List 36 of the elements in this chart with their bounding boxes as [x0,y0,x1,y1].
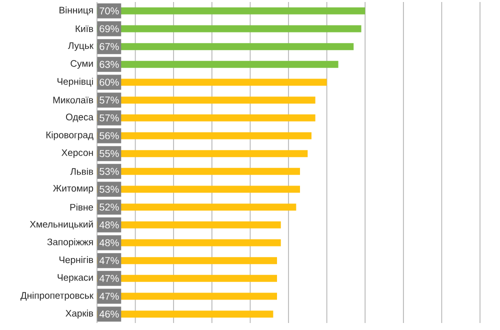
data-label: 47% [99,274,119,282]
y-tick-label: Рівне [70,204,94,211]
y-tick-label: Запоріжжя [47,238,93,248]
y-tick-label: Вінниця [60,6,93,16]
data-label: 70% [100,7,119,14]
y-tick-label: Дніпропетровськ [20,292,94,301]
y-tick-label: Львів [70,168,94,175]
data-label: 57% [100,114,119,122]
y-tick-label: Одеса [66,114,94,122]
y-tick-label: Хмельницький [30,220,93,230]
data-label: 56% [100,132,119,140]
y-tick-label: Суми [70,60,93,69]
data-label: 46% [99,310,119,318]
data-label: 47% [99,292,119,300]
data-label: 52% [100,204,119,211]
y-tick-label: Харків [66,310,94,319]
data-label: 63% [100,60,119,68]
data-label: 53% [100,168,119,175]
y-tick-label: Миколаїв [53,96,94,104]
y-tick-label: Луцьк [68,42,94,51]
data-label: 48% [99,239,119,246]
data-label: 69% [100,25,119,32]
data-label: 67% [100,43,119,50]
y-tick-label: Черкаси [58,274,93,283]
data-label: 60% [100,78,119,86]
y-tick-label: Київ [76,25,94,32]
data-label: 47% [99,257,119,264]
data-label: 57% [100,96,119,104]
y-tick-label: Чернігів [59,256,94,266]
y-tick-label: Житомир [53,185,94,194]
data-label: 53% [100,186,119,193]
data-label: 55% [100,150,119,158]
y-tick-label: Чернівці [58,78,93,87]
data-label: 48% [99,221,119,228]
y-tick-label: Херсон [62,149,93,158]
y-tick-label: Кіровоград [46,131,94,140]
